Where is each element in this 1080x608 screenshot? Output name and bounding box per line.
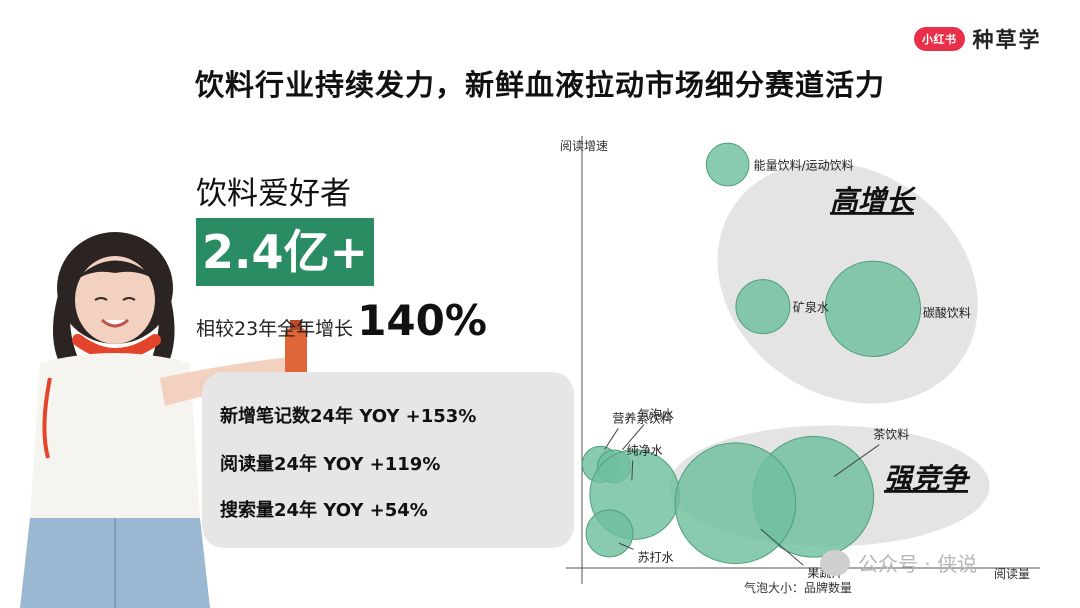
- axis-layer: 阅读增速 阅读量 气泡大小：品牌数量: [560, 136, 1040, 595]
- leader-line-5: [631, 460, 634, 481]
- bubble-label-2: 碳酸饮料: [923, 305, 971, 320]
- bubble-6: [585, 509, 634, 558]
- bubble-0: [705, 142, 750, 187]
- x-axis-label: 阅读量: [994, 567, 1030, 581]
- stats-card: 新增笔记数24年 YOY +153% 阅读量24年 YOY +119% 搜索量2…: [202, 372, 574, 548]
- bubble-label-7: 茶饮料: [873, 427, 909, 442]
- headline-big-number: 2.4亿+: [196, 218, 374, 286]
- page-title: 饮料行业持续发力，新鲜血液拉动市场细分赛道活力: [194, 68, 885, 102]
- bubble-label-3: 营养素饮料: [612, 410, 672, 425]
- leader-line-7: [834, 444, 880, 477]
- cluster-label-0: 高增长: [830, 184, 917, 217]
- y-axis-label: 阅读增速: [560, 139, 608, 153]
- bubble-label-0: 能量饮料/运动饮料: [754, 159, 854, 173]
- leader-line-4: [622, 424, 645, 451]
- bubble-label-1: 矿泉水: [793, 301, 829, 315]
- person-illustration: [20, 232, 307, 608]
- headline-growth: 相较23年全年增长 140%: [196, 296, 487, 345]
- leader-line-6: [619, 542, 634, 550]
- cluster-label-1: 强竞争: [884, 462, 971, 495]
- bubble-label-6: 苏打水: [637, 550, 673, 564]
- bubble-size-note: 气泡大小：品牌数量: [744, 580, 852, 595]
- stat-search-yoy: 搜索量24年 YOY +54%: [220, 500, 428, 521]
- bubble-1: [735, 279, 791, 335]
- bubble-2: [824, 260, 922, 358]
- bubble-8: [674, 442, 797, 565]
- wechat-icon: [820, 549, 850, 576]
- bubble-label-5: 纯净水: [627, 444, 663, 458]
- growth-label: 相较23年全年增长: [196, 318, 354, 340]
- stat-notes-yoy: 新增笔记数24年 YOY +153%: [220, 406, 477, 427]
- brand-badge: 小红书: [914, 27, 965, 51]
- leader-line-8: [760, 528, 804, 566]
- watermark-text: 公众号 · 侠说: [858, 552, 978, 576]
- watermark: 公众号 · 侠说: [820, 548, 977, 577]
- brand-name: 种草学: [972, 28, 1042, 52]
- bubble-label-4: 气泡水: [638, 406, 674, 421]
- leader-line-3: [604, 428, 619, 450]
- headline-subject: 饮料爱好者: [196, 176, 351, 212]
- growth-value: 140%: [357, 296, 487, 345]
- stat-reads-yoy: 阅读量24年 YOY +119%: [220, 454, 441, 475]
- brand-logo: 小红书 种草学: [914, 24, 1042, 54]
- label-layer: 高增长强竞争能量饮料/运动饮料矿泉水碳酸饮料营养素饮料气泡水纯净水苏打水茶饮料果…: [604, 159, 971, 580]
